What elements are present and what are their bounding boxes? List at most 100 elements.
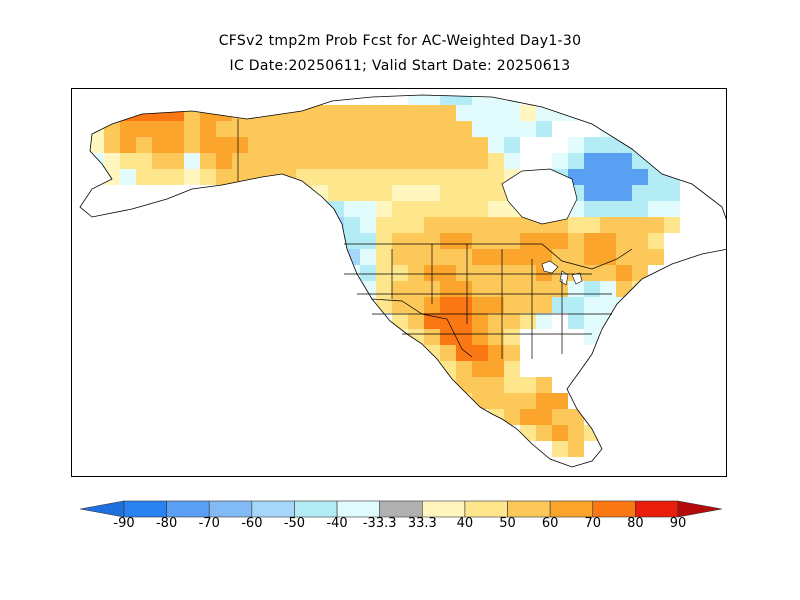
map-cell <box>184 329 201 346</box>
map-cell <box>152 393 169 410</box>
map-cell <box>392 137 409 154</box>
map-cell <box>312 281 329 298</box>
legend-bin <box>422 500 466 518</box>
map-cell <box>184 345 201 362</box>
map-cell <box>600 297 617 314</box>
map-cell <box>280 153 297 170</box>
map-cell <box>184 425 201 442</box>
map-cell <box>472 345 489 362</box>
map-cell <box>616 377 633 394</box>
map-cell <box>488 457 505 467</box>
map-cell <box>632 217 649 234</box>
map-cell <box>376 137 393 154</box>
map-cell <box>600 345 617 362</box>
map-cell <box>120 393 137 410</box>
map-cell <box>584 95 601 106</box>
map-cell <box>568 297 585 314</box>
map-cell <box>168 313 185 330</box>
map-cell <box>312 393 329 410</box>
map-cell <box>440 409 457 426</box>
map-cell <box>584 153 601 170</box>
map-cell <box>632 281 649 298</box>
map-cell <box>472 217 489 234</box>
map-cell <box>680 121 697 138</box>
map-cell <box>600 473 617 477</box>
map-cell <box>680 457 697 467</box>
map-cell <box>216 297 233 314</box>
map-cell <box>296 265 313 282</box>
map-cell <box>248 441 265 458</box>
map-cell <box>152 361 169 378</box>
map-cell <box>440 169 457 186</box>
map-cell <box>360 329 377 346</box>
map-cell <box>152 409 169 426</box>
map-cell <box>504 473 521 477</box>
map-cell <box>104 409 121 426</box>
map-cell <box>152 137 169 154</box>
map-cell <box>264 425 281 442</box>
map-cell <box>440 345 457 362</box>
map-cell <box>328 105 345 122</box>
map-cell <box>648 409 665 426</box>
map-cell <box>232 345 249 362</box>
hudson-bay <box>501 168 578 225</box>
map-cell <box>488 313 505 330</box>
map-cell <box>168 377 185 394</box>
map-cell <box>104 137 121 154</box>
map-cell <box>280 169 297 186</box>
map-cell <box>200 425 217 442</box>
map-cell <box>328 249 345 266</box>
map-cell <box>440 329 457 346</box>
map-cell <box>392 201 409 218</box>
map-cell <box>216 95 233 106</box>
map-cell <box>312 121 329 138</box>
map-cell <box>200 95 217 106</box>
map-cell <box>488 473 505 477</box>
map-cell <box>248 409 265 426</box>
map-cell <box>136 95 153 106</box>
map-cell <box>88 473 105 477</box>
map-cell <box>88 217 105 234</box>
map-cell <box>296 95 313 106</box>
map-cell <box>536 313 553 330</box>
map-cell <box>408 425 425 442</box>
map-cell <box>520 153 537 170</box>
map-cell <box>600 393 617 410</box>
legend-tick-label: 80 <box>627 516 644 531</box>
map-cell <box>344 153 361 170</box>
map-cell <box>136 425 153 442</box>
legend-bin <box>166 500 210 518</box>
map-cell <box>80 377 89 394</box>
legend-tick-label: 33.3 <box>407 516 437 531</box>
map-cell <box>216 457 233 467</box>
map-cell <box>632 249 649 266</box>
map-cell <box>80 265 89 282</box>
map-cell <box>568 329 585 346</box>
map-cell <box>584 201 601 218</box>
map-cell <box>568 377 585 394</box>
map-cell <box>264 441 281 458</box>
map-cell <box>152 473 169 477</box>
map-cell <box>488 345 505 362</box>
map-cell <box>600 249 617 266</box>
map-cell <box>200 409 217 426</box>
map-cell <box>248 393 265 410</box>
map-cell <box>280 473 297 477</box>
map-cell <box>344 217 361 234</box>
map-cell <box>488 361 505 378</box>
map-cell <box>120 265 137 282</box>
map-cell <box>296 137 313 154</box>
map-cell <box>408 329 425 346</box>
map-cell <box>424 441 441 458</box>
map-cell <box>408 249 425 266</box>
map-cell <box>80 393 89 410</box>
map-cell <box>424 409 441 426</box>
map-cell <box>232 329 249 346</box>
map-cell <box>424 313 441 330</box>
map-cell <box>632 313 649 330</box>
map-cell <box>120 313 137 330</box>
map-cell <box>328 169 345 186</box>
map-cell <box>360 473 377 477</box>
map-cell <box>712 265 726 282</box>
map-cell <box>280 185 297 202</box>
